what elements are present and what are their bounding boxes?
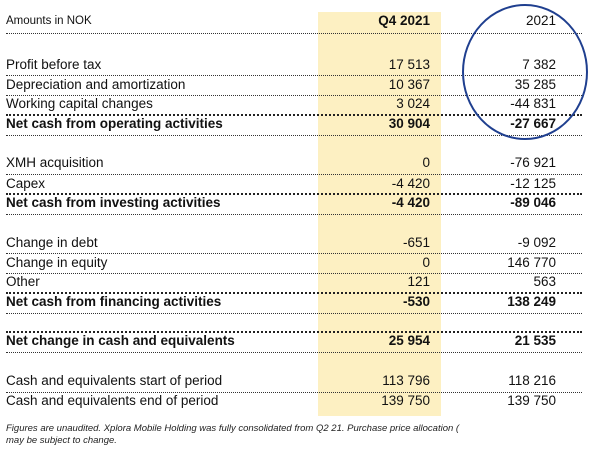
- footnote: Figures are unaudited. Xplora Mobile Hol…: [6, 423, 586, 447]
- q4-value: 139 750: [381, 393, 430, 408]
- divider: [6, 214, 582, 215]
- row-label: Change in equity: [6, 255, 108, 270]
- divider: [6, 253, 582, 254]
- row-label: Net cash from financing activities: [6, 294, 222, 309]
- row-label: Working capital changes: [6, 96, 153, 111]
- subtotal-row: Net cash from investing activities -4 42…: [6, 193, 582, 213]
- year-value: 35 285: [514, 77, 556, 92]
- table-row: XMH acquisition 0 -76 921: [6, 153, 582, 173]
- year-value: -12 125: [510, 176, 556, 191]
- table-row: Cash and equivalents start of period 113…: [6, 371, 582, 391]
- divider: [6, 193, 582, 195]
- divider: [6, 331, 582, 333]
- year-value: 139 750: [507, 393, 556, 408]
- header-row: Amounts in NOK Q4 2021 2021: [6, 11, 582, 31]
- year-value: -76 921: [510, 155, 556, 170]
- year-value: 563: [533, 274, 556, 289]
- table-row: Change in debt -651 -9 092: [6, 233, 582, 253]
- row-label: Cash and equivalents end of period: [6, 393, 219, 408]
- divider: [6, 313, 582, 314]
- year-value: -44 831: [510, 96, 556, 111]
- table-row: Other 121 563: [6, 272, 582, 292]
- q4-value: 0: [422, 155, 430, 170]
- q4-value: 25 954: [388, 333, 430, 348]
- year-value: -27 667: [510, 116, 556, 131]
- row-label: Cash and equivalents start of period: [6, 373, 223, 388]
- table-row: Working capital changes 3 024 -44 831: [6, 94, 582, 114]
- q4-value: 113 796: [382, 373, 430, 388]
- q4-value: -4 420: [391, 176, 430, 191]
- q4-value: 10 367: [388, 77, 430, 92]
- units-label: Amounts in NOK: [6, 15, 92, 27]
- row-label: Change in debt: [6, 235, 98, 250]
- year-value: 146 770: [507, 255, 556, 270]
- divider: [6, 135, 582, 136]
- year-value: 118 216: [508, 373, 556, 388]
- table-row: Profit before tax 17 513 7 382: [6, 55, 582, 75]
- row-label: Other: [6, 274, 40, 289]
- q4-value: -530: [402, 294, 430, 309]
- q4-column-header: Q4 2021: [378, 13, 430, 28]
- row-label: Depreciation and amortization: [6, 77, 186, 92]
- subtotal-row: Net cash from financing activities -530 …: [6, 292, 582, 312]
- year-value: 7 382: [522, 57, 556, 72]
- divider: [6, 95, 582, 96]
- q4-value: 17 513: [388, 57, 430, 72]
- table-row: Change in equity 0 146 770: [6, 253, 582, 273]
- row-label: Net cash from investing activities: [6, 195, 221, 210]
- footnote-line: Figures are unaudited. Xplora Mobile Hol…: [6, 423, 460, 434]
- divider: [6, 114, 582, 116]
- divider: [6, 75, 582, 76]
- divider: [6, 33, 582, 34]
- q4-value: -651: [402, 235, 430, 250]
- year-column-header: 2021: [525, 13, 556, 28]
- row-label: Capex: [6, 176, 46, 191]
- divider: [6, 174, 582, 175]
- q4-value: 121: [407, 274, 430, 289]
- row-label: XMH acquisition: [6, 155, 104, 170]
- divider: [6, 273, 582, 274]
- year-value: -9 092: [517, 235, 556, 250]
- q4-value: 3 024: [396, 96, 430, 111]
- year-value: 138 249: [507, 294, 556, 309]
- subtotal-row: Net cash from operating activities 30 90…: [6, 114, 582, 134]
- year-value: 21 535: [514, 333, 556, 348]
- divider: [6, 292, 582, 294]
- table-row: Capex -4 420 -12 125: [6, 174, 582, 194]
- row-label: Net change in cash and equivalents: [6, 333, 235, 348]
- row-label: Profit before tax: [6, 57, 102, 72]
- table-row: Cash and equivalents end of period 139 7…: [6, 391, 582, 411]
- divider: [6, 392, 582, 393]
- q4-value: 30 904: [388, 116, 430, 131]
- net-change-row: Net change in cash and equivalents 25 95…: [6, 331, 582, 351]
- q4-value: -4 420: [391, 195, 430, 210]
- footnote-line: may be subject to change.: [6, 435, 117, 446]
- table-row: Depreciation and amortization 10 367 35 …: [6, 75, 582, 95]
- year-value: -89 046: [510, 195, 556, 210]
- q4-value: 0: [422, 255, 430, 270]
- divider: [6, 352, 582, 353]
- row-label: Net cash from operating activities: [6, 116, 223, 131]
